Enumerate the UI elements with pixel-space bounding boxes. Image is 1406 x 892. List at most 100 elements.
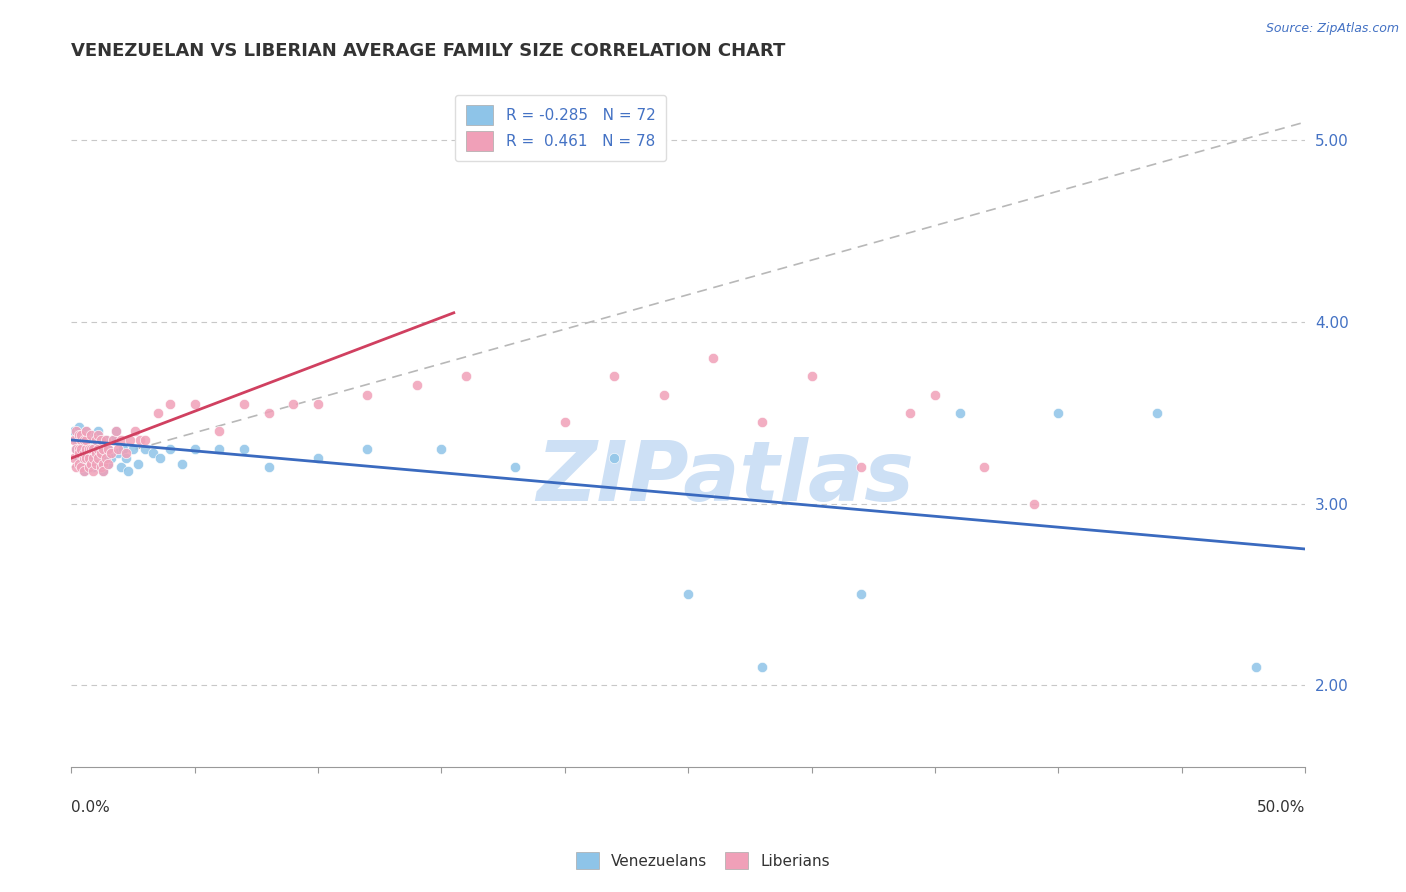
Point [283, 397, 305, 411]
Point [104, 424, 127, 438]
Point [430, 442, 453, 456]
Point [257, 406, 280, 420]
Point [67, 427, 90, 442]
Point [91, 442, 114, 456]
Point [67, 451, 90, 466]
Point [84, 457, 107, 471]
Point [80, 457, 103, 471]
Point [77, 451, 100, 466]
Point [751, 660, 773, 674]
Point [652, 387, 675, 401]
Point [77, 460, 100, 475]
Point [75, 451, 97, 466]
Point [90, 433, 112, 447]
Point [91, 442, 114, 456]
Text: Source: ZipAtlas.com: Source: ZipAtlas.com [1265, 22, 1399, 36]
Point [80, 427, 103, 442]
Point [97, 442, 120, 456]
Point [65, 424, 87, 438]
Point [72, 451, 94, 466]
Point [70, 433, 93, 447]
Point [208, 424, 231, 438]
Point [233, 397, 256, 411]
Point [94, 433, 117, 447]
Point [80, 451, 103, 466]
Point [103, 433, 125, 447]
Point [112, 442, 135, 456]
Point [257, 460, 280, 475]
Point [87, 424, 110, 438]
Point [87, 427, 110, 442]
Point [949, 406, 972, 420]
Point [110, 460, 132, 475]
Point [67, 420, 90, 434]
Point [72, 433, 94, 447]
Point [70, 460, 93, 475]
Point [80, 442, 103, 456]
Point [87, 451, 110, 466]
Point [84, 451, 107, 466]
Point [159, 442, 181, 456]
Point [356, 442, 378, 456]
Point [77, 442, 100, 456]
Point [62, 424, 84, 438]
Point [75, 438, 97, 452]
Point [65, 442, 87, 456]
Point [456, 369, 478, 384]
Point [114, 451, 136, 466]
Point [80, 442, 103, 456]
Point [90, 457, 112, 471]
Point [87, 446, 110, 460]
Point [84, 427, 107, 442]
Point [107, 442, 129, 456]
Point [924, 387, 946, 401]
Point [90, 433, 112, 447]
Point [702, 351, 724, 366]
Point [97, 457, 120, 471]
Point [62, 451, 84, 466]
Point [72, 442, 94, 456]
Point [1047, 406, 1070, 420]
Point [70, 433, 93, 447]
Point [70, 457, 93, 471]
Point [233, 442, 256, 456]
Point [90, 460, 112, 475]
Point [849, 460, 872, 475]
Point [120, 433, 142, 447]
Point [103, 433, 125, 447]
Point [67, 442, 90, 456]
Point [603, 451, 626, 466]
Point [70, 427, 93, 442]
Point [134, 442, 156, 456]
Point [65, 442, 87, 456]
Point [65, 460, 87, 475]
Point [67, 446, 90, 460]
Point [91, 457, 114, 471]
Point [307, 397, 329, 411]
Legend: Venezuelans, Liberians: Venezuelans, Liberians [569, 846, 837, 875]
Point [110, 433, 132, 447]
Point [75, 442, 97, 456]
Point [65, 433, 87, 447]
Point [62, 433, 84, 447]
Point [72, 464, 94, 478]
Point [82, 433, 104, 447]
Point [973, 460, 995, 475]
Point [82, 442, 104, 456]
Point [124, 424, 146, 438]
Point [80, 427, 103, 442]
Point [97, 457, 120, 471]
Point [146, 406, 169, 420]
Point [82, 442, 104, 456]
Point [72, 427, 94, 442]
Point [172, 457, 194, 471]
Point [82, 460, 104, 475]
Point [356, 387, 378, 401]
Point [100, 446, 122, 460]
Point [77, 433, 100, 447]
Point [82, 451, 104, 466]
Point [405, 378, 427, 392]
Point [80, 457, 103, 471]
Legend: R = -0.285   N = 72, R =  0.461   N = 78: R = -0.285 N = 72, R = 0.461 N = 78 [456, 95, 666, 161]
Point [77, 427, 100, 442]
